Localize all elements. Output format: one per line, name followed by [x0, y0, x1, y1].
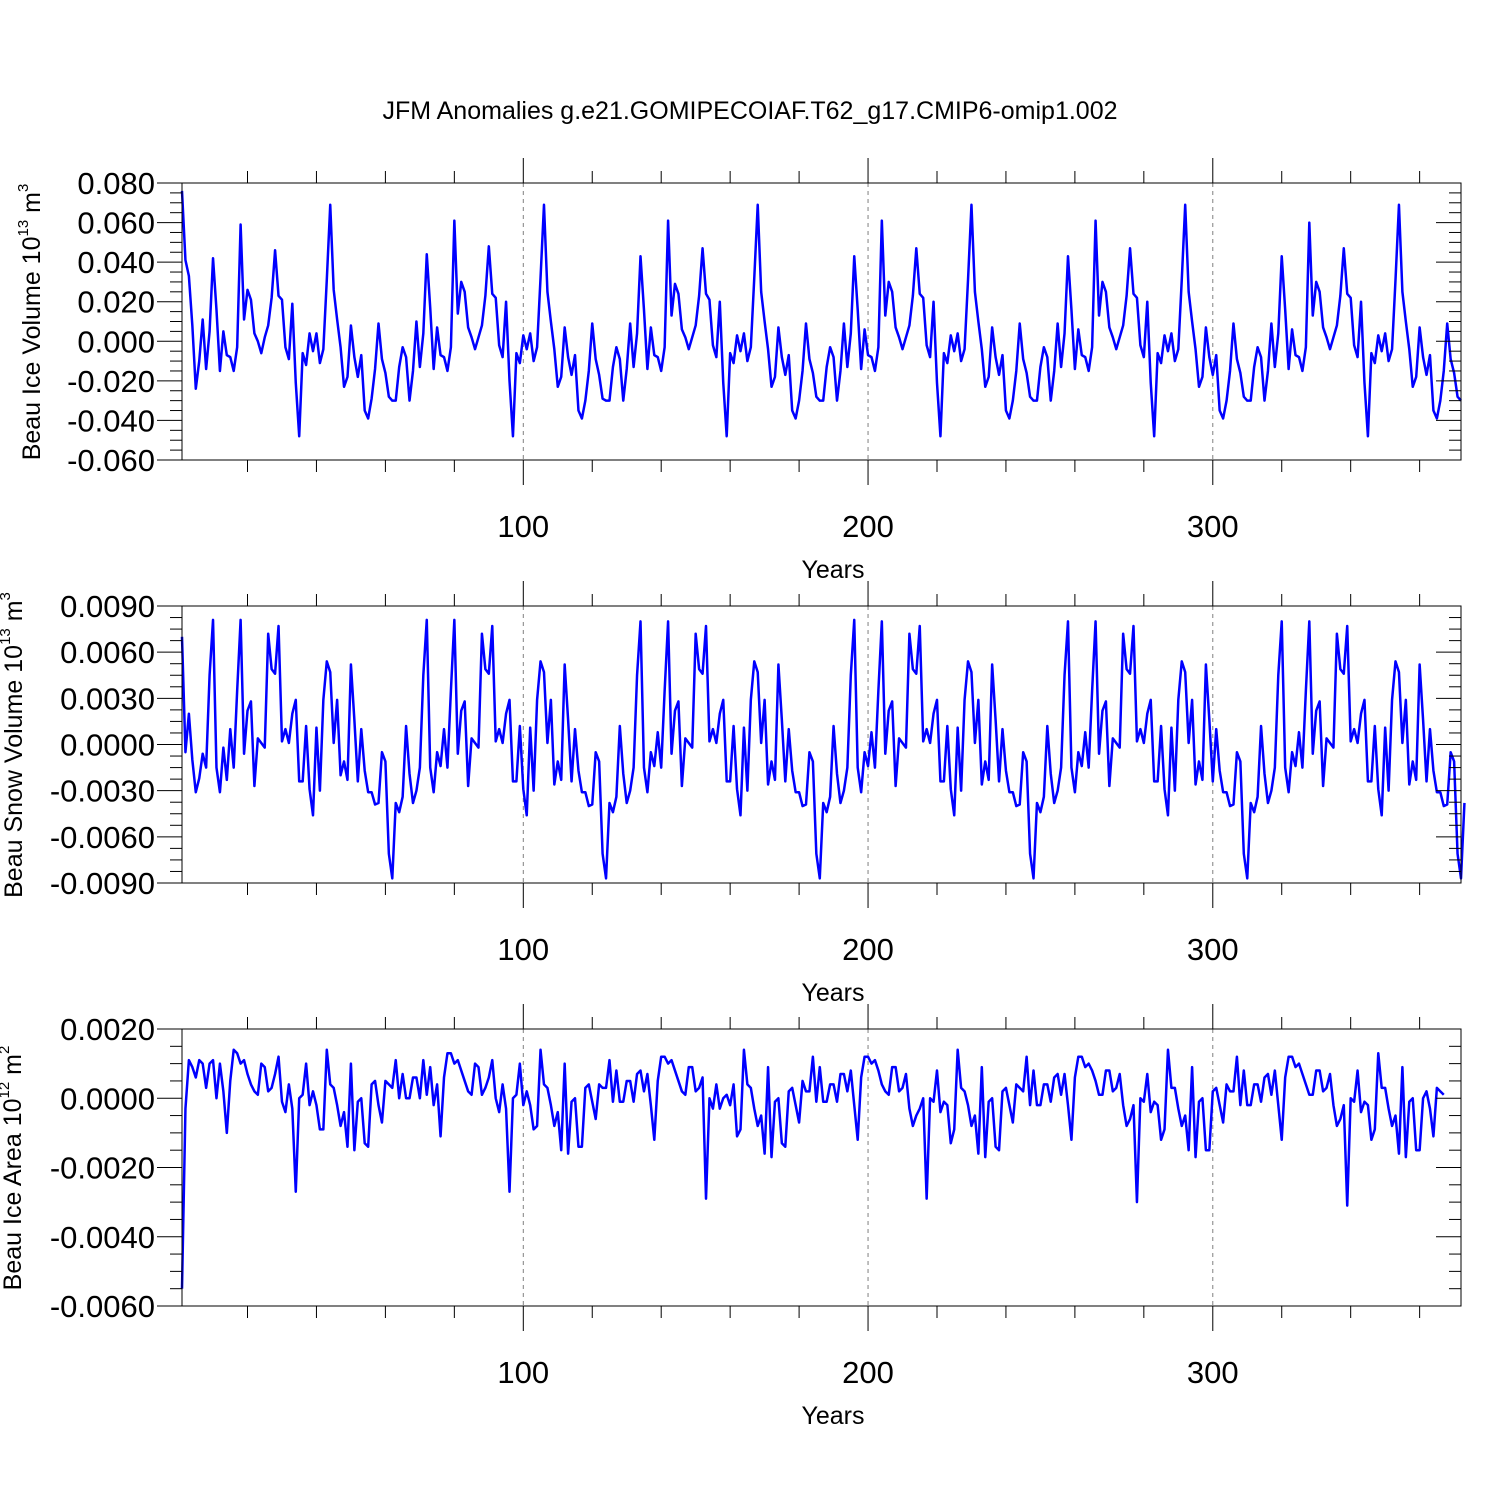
panel-snow-volume: Beau Snow Volume 1013 m3 Years -0.0090 -0…: [0, 581, 1466, 1007]
y-tick-label: 0.000: [77, 324, 155, 359]
x-tick-label: 100: [497, 1355, 549, 1390]
y-tick-label: 0.0090: [60, 589, 155, 624]
panel-ice-volume: Beau Ice Volume 1013 m3 Years -0.060 -0.0…: [15, 158, 1462, 584]
series-line: [180, 1048, 1445, 1289]
y-tick-label: -0.060: [67, 443, 155, 478]
y-tick-label: -0.020: [67, 364, 155, 399]
y-tick-label: -0.0060: [50, 820, 155, 855]
y-tick-label: 0.060: [77, 206, 155, 241]
x-axis-label: Years: [801, 1402, 864, 1430]
y-tick-label: 0.0060: [60, 635, 155, 670]
y-tick-label: -0.0060: [50, 1289, 155, 1324]
y-tick-label: 0.020: [77, 285, 155, 320]
y-tick-label: -0.040: [67, 403, 155, 438]
x-tick-label: 200: [842, 1355, 894, 1390]
plot-frame: [181, 182, 1462, 461]
y-tick-label: 0.0020: [60, 1012, 155, 1047]
y-tick-label: 0.0030: [60, 681, 155, 716]
panel-ice-area: Beau Ice Area 1012 m2 Years -0.0060 -0.00…: [0, 1004, 1462, 1430]
y-tick-label: -0.0030: [50, 774, 155, 809]
y-tick-label: 0.040: [77, 245, 155, 280]
figure-title: JFM Anomalies g.e21.GOMIPECOIAF.T62_g17.…: [382, 97, 1117, 125]
y-tick-label: 0.0000: [60, 1081, 155, 1116]
y-tick-label: 0.080: [77, 166, 155, 201]
y-tick-label: -0.0040: [50, 1220, 155, 1255]
x-tick-label: 300: [1187, 932, 1239, 967]
y-tick-label: -0.0020: [50, 1151, 155, 1186]
y-axis-label: Beau Ice Area 1012 m2: [0, 1046, 27, 1291]
series-line: [180, 618, 1466, 880]
x-tick-label: 300: [1187, 509, 1239, 544]
x-tick-label: 100: [497, 932, 549, 967]
x-tick-label: 200: [842, 932, 894, 967]
y-axis-label: Beau Snow Volume 1013 m3: [0, 592, 28, 898]
x-axis-label: Years: [801, 556, 864, 584]
y-tick-label: 0.0000: [60, 728, 155, 763]
series-line: [180, 190, 1462, 438]
x-tick-label: 200: [842, 509, 894, 544]
x-axis-label: Years: [801, 979, 864, 1007]
x-tick-label: 300: [1187, 1355, 1239, 1390]
y-tick-label: -0.0090: [50, 866, 155, 901]
plot-frame: [181, 1028, 1462, 1307]
x-tick-label: 100: [497, 509, 549, 544]
y-axis-label: Beau Ice Volume 1013 m3: [15, 184, 46, 461]
